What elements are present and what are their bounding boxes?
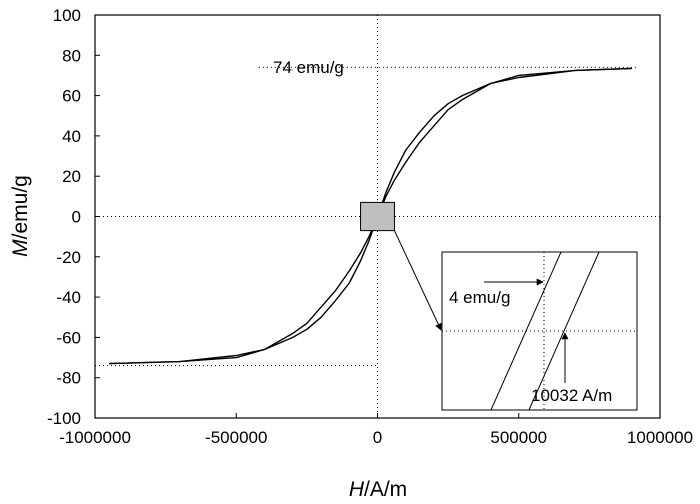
remanence-annotation: 4 emu/g: [449, 288, 510, 307]
y-tick-label: -60: [56, 328, 81, 347]
y-tick-label: 60: [62, 87, 81, 106]
saturation-annotation: 74 emu/g: [273, 58, 344, 77]
y-tick-label: -100: [47, 409, 81, 428]
axes: -1000000 -500000 0 500000 1000000 100 80 60 40 20…: [47, 6, 693, 447]
x-tick-label: -1000000: [59, 428, 131, 447]
y-tick-label: -40: [56, 288, 81, 307]
zoom-connector-arrow: [393, 230, 442, 331]
y-tick-label: -80: [56, 369, 81, 388]
y-tick-label: 0: [72, 208, 81, 227]
x-axis-title: H/A/m: [349, 478, 407, 501]
x-tick-label: 1000000: [627, 428, 693, 447]
coercivity-annotation: 10032 A/m: [531, 386, 612, 405]
x-tick-label: 0: [373, 428, 382, 447]
y-tick-label: 80: [62, 46, 81, 65]
x-tick-label: 500000: [490, 428, 547, 447]
inset-branch-left: [490, 252, 562, 410]
y-tick-label: 40: [62, 127, 81, 146]
inset-panel: [441, 251, 638, 411]
y-tick-label: -20: [56, 248, 81, 267]
zoom-box: [360, 201, 395, 232]
y-tick-label: 20: [62, 167, 81, 186]
x-tick-label: -500000: [205, 428, 267, 447]
inset-branch-right: [528, 252, 600, 410]
y-axis-title: M/emu/g: [9, 175, 32, 257]
y-tick-label: 100: [53, 6, 81, 25]
